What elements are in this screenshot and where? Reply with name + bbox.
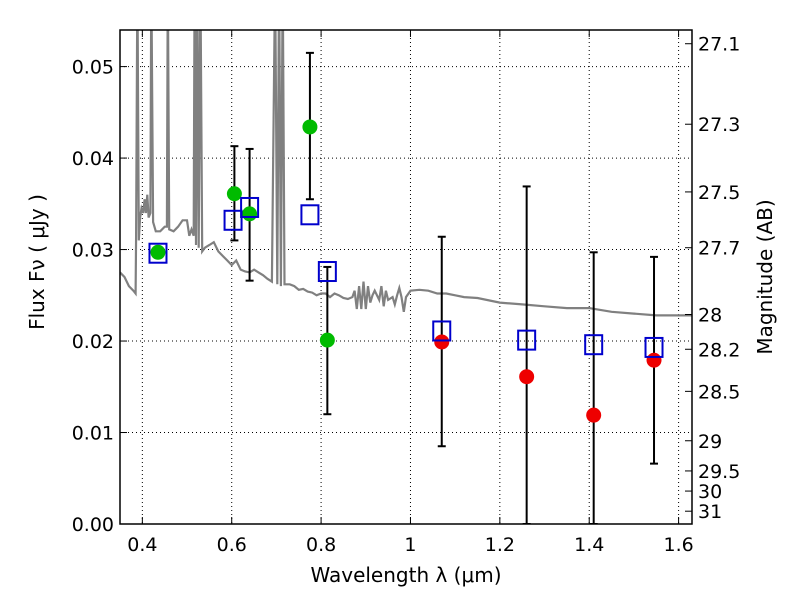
y-tick-label: 0.05 <box>72 57 114 79</box>
y-tick-label: 0.03 <box>72 240 114 262</box>
y2-tick-label: 31 <box>698 501 722 523</box>
x-axis-label: Wavelength λ (μm) <box>310 563 501 587</box>
y2-tick-label: 27.3 <box>698 114 740 136</box>
y2-tick-label: 30 <box>698 481 722 503</box>
photometry-point <box>242 206 258 222</box>
y-axis-label: Flux Fν ( μJy ) <box>25 194 49 330</box>
x-tick-label: 1.2 <box>485 534 515 556</box>
x-tick-label: 0.4 <box>127 534 157 556</box>
y-axis-ticks: 0.00 0.01 0.02 0.03 0.04 0.05 <box>72 57 127 536</box>
y2-tick-label: 28 <box>698 305 722 327</box>
y-tick-label: 0.02 <box>72 331 114 353</box>
model-flux-square <box>432 320 452 342</box>
y2-tick-label: 29 <box>698 431 722 453</box>
photometry-point <box>226 186 242 202</box>
y2-tick-label: 27.1 <box>698 34 740 56</box>
x-tick-label: 1.6 <box>663 534 693 556</box>
model-flux-square <box>517 329 537 351</box>
photometry-point <box>150 244 166 260</box>
axes-frame <box>119 29 693 525</box>
photometry-point <box>319 332 335 348</box>
y2-tick-label: 29.5 <box>698 461 740 483</box>
model-flux-square <box>317 261 337 283</box>
photometry-point <box>646 352 662 368</box>
y2-tick-label: 28.5 <box>698 381 740 403</box>
model-flux-square <box>240 196 260 218</box>
photometry-point <box>434 334 450 350</box>
model-flux-square <box>584 334 604 356</box>
x-tick-label: 1.4 <box>574 534 604 556</box>
y-tick-label: 0.04 <box>72 148 114 170</box>
y2-tick-label: 27.7 <box>698 238 740 260</box>
x-axis-ticks: 0.4 0.6 0.8 1 1.2 1.4 1.6 <box>127 30 694 556</box>
model-flux-square <box>148 242 168 264</box>
y-tick-label: 0.01 <box>72 423 114 445</box>
photometry-point <box>586 407 602 423</box>
plot-area <box>120 30 692 524</box>
model-flux-square <box>223 209 243 231</box>
y2-axis-label: Magnitude (AB) <box>753 199 777 354</box>
x-tick-label: 0.8 <box>306 534 336 556</box>
photometry-point <box>302 119 318 135</box>
model-spectrum-line <box>120 30 692 317</box>
photometry-point <box>519 369 535 385</box>
y2-tick-label: 28.2 <box>698 339 740 361</box>
x-tick-label: 0.6 <box>217 534 247 556</box>
y-tick-label: 0.00 <box>72 514 114 536</box>
x-tick-label: 1 <box>404 534 416 556</box>
model-flux-square <box>644 336 664 358</box>
axes-box <box>119 29 693 525</box>
y2-tick-label: 27.5 <box>698 182 740 204</box>
grid-lines <box>120 30 692 525</box>
model-flux-square <box>300 204 320 226</box>
